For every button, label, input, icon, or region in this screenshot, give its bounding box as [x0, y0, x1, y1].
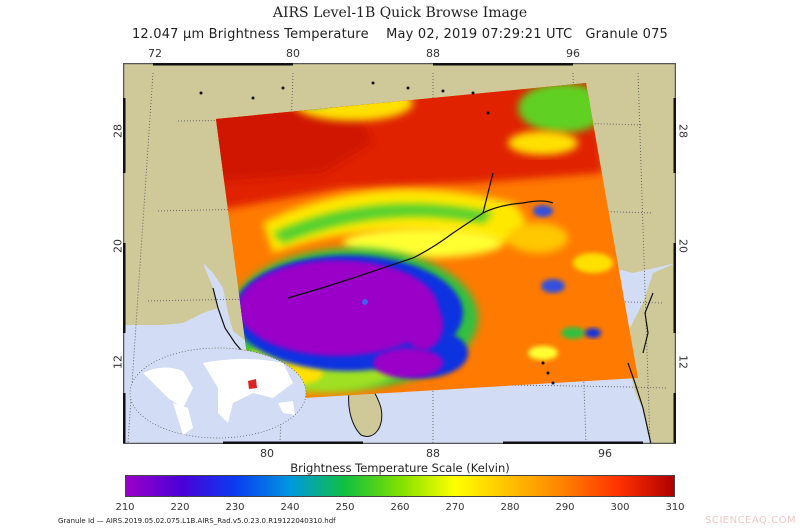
image-title: AIRS Level-1B Quick Browse Image: [272, 5, 528, 21]
lon-label-bottom: 96: [598, 447, 612, 460]
colorbar: [125, 475, 675, 497]
granule-id: Granule Id — AIRS.2019.05.02.075.L1B.AIR…: [58, 517, 336, 525]
colorbar-tick: 220: [170, 502, 190, 513]
colorbar-tick: 300: [610, 502, 630, 513]
brightness-temperature-swath: [216, 83, 638, 401]
lon-label-top: 80: [286, 47, 300, 60]
colorbar-tick: 250: [335, 502, 355, 513]
colorbar-tick: 230: [225, 502, 245, 513]
lat-label-right: 12: [676, 355, 690, 369]
lat-label-right: 20: [676, 239, 690, 253]
lon-label-bottom: 88: [426, 447, 440, 460]
lat-label-right: 28: [676, 124, 690, 138]
colorbar-tick: 260: [390, 502, 410, 513]
land-myanmar-peninsula: [631, 353, 676, 444]
colorbar-tick: 210: [115, 502, 135, 513]
colorbar-tick: 270: [445, 502, 465, 513]
map-panel: [122, 62, 677, 445]
image-subtitle: 12.047 µm Brightness Temperature May 02,…: [131, 27, 669, 42]
colorbar-tick: 280: [500, 502, 520, 513]
lon-label-top: 96: [566, 47, 580, 60]
frame-ticks: [122, 62, 677, 445]
island-dots: [199, 81, 555, 385]
lon-label-bottom: 80: [260, 447, 274, 460]
world-locator-map: [129, 347, 307, 439]
lon-label-top: 72: [148, 47, 162, 60]
colorbar-tick: 240: [280, 502, 300, 513]
colorbar-title: Brightness Temperature Scale (Kelvin): [290, 461, 510, 475]
land-west: [123, 263, 218, 325]
colorbar-tick: 310: [665, 502, 685, 513]
colorbar-tick: 290: [555, 502, 575, 513]
watermark: SCIENCEAQ.COM: [705, 515, 797, 526]
lon-label-top: 88: [426, 47, 440, 60]
